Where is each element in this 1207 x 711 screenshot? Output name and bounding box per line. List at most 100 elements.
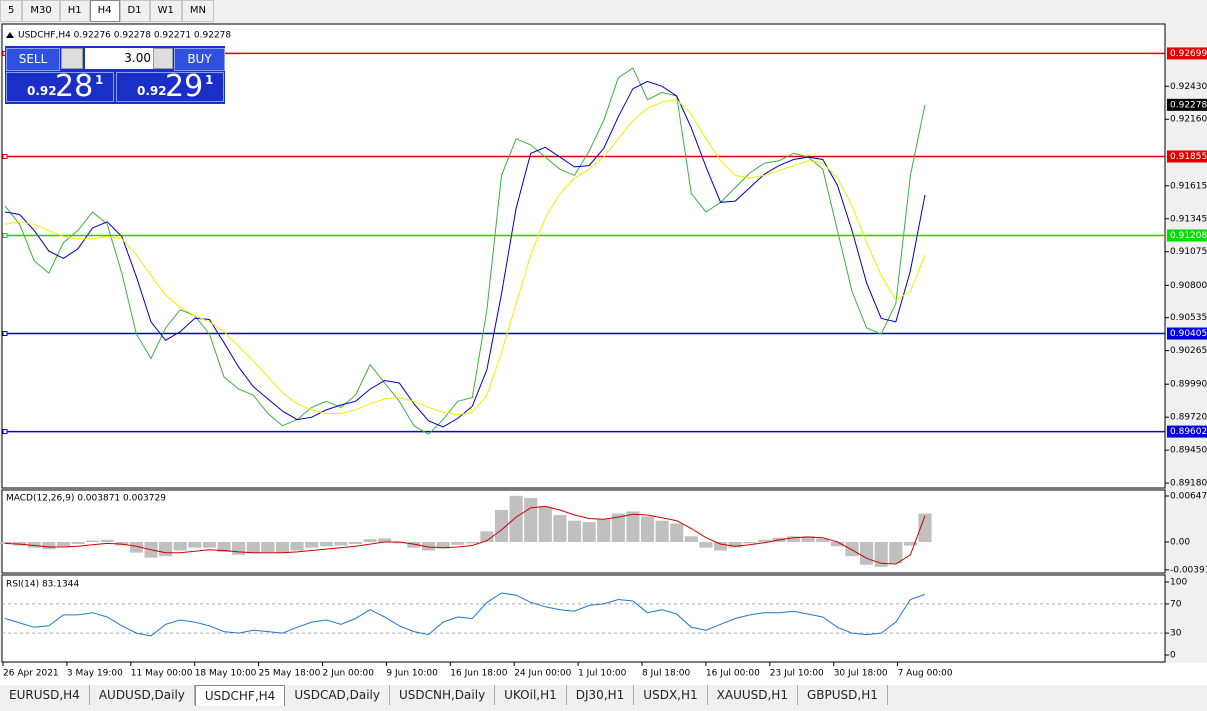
macd-bar bbox=[757, 539, 771, 542]
chart-tab[interactable]: AUDUSD,Daily bbox=[90, 685, 195, 705]
macd-bar bbox=[275, 541, 290, 553]
sell-button[interactable]: SELL bbox=[6, 48, 60, 71]
level-handle bbox=[2, 232, 8, 238]
macd-bar bbox=[305, 541, 319, 548]
timeframe-button[interactable]: W1 bbox=[149, 0, 182, 22]
macd-bar bbox=[421, 541, 436, 551]
level-label-bg bbox=[1167, 229, 1207, 242]
macd-bar bbox=[173, 541, 187, 551]
macd-bar bbox=[743, 541, 757, 544]
y-tick-label: 0.92430 bbox=[1170, 82, 1207, 92]
timeframe-button[interactable]: M30 bbox=[22, 0, 60, 22]
buy-price[interactable]: 0.92 29 1 bbox=[116, 69, 224, 104]
lot-up[interactable] bbox=[153, 48, 173, 69]
time-label: 23 Jul 10:00 bbox=[770, 669, 824, 679]
sell-price[interactable]: 0.92 28 1 bbox=[6, 69, 114, 104]
price-pips: 28 bbox=[55, 69, 94, 104]
macd-bar bbox=[801, 536, 815, 542]
price-line bbox=[4, 80, 926, 428]
lot-down[interactable] bbox=[61, 48, 83, 69]
chart-tab[interactable]: USDCAD,Daily bbox=[285, 685, 390, 705]
chart-tab[interactable]: GBPUSD,H1 bbox=[798, 685, 888, 705]
price-fraction: 1 bbox=[95, 73, 104, 87]
time-axis bbox=[0, 663, 1207, 685]
time-label: 8 Jul 18:00 bbox=[642, 669, 691, 679]
time-label: 1 Jul 10:00 bbox=[578, 669, 627, 679]
chart-tab[interactable]: USDCNH,Daily bbox=[390, 685, 496, 705]
macd-bar bbox=[363, 539, 377, 542]
time-label: 2 Jun 00:00 bbox=[323, 669, 375, 679]
price-big: 0.92 bbox=[137, 84, 167, 98]
chart-tab[interactable]: EURUSD,H4 bbox=[0, 685, 90, 705]
macd-bar bbox=[582, 522, 596, 542]
timeframe-button[interactable]: 5 bbox=[0, 0, 23, 22]
macd-bar bbox=[845, 541, 859, 557]
chart-tab[interactable]: UKOil,H1 bbox=[495, 685, 567, 705]
y-tick-label: 0.89450 bbox=[1170, 446, 1207, 456]
macd-bar bbox=[290, 541, 304, 551]
level-handle bbox=[2, 429, 8, 435]
timeframe-button[interactable]: D1 bbox=[119, 0, 150, 22]
chart-tab[interactable]: USDX,H1 bbox=[634, 685, 708, 705]
level-label: 0.92699 bbox=[1170, 49, 1207, 59]
macd-bar bbox=[159, 541, 173, 557]
level-label: 0.89602 bbox=[1170, 427, 1207, 437]
level-label: 0.90405 bbox=[1170, 329, 1207, 339]
time-label: 7 Aug 00:00 bbox=[898, 669, 953, 679]
time-label: 3 May 19:00 bbox=[67, 669, 123, 679]
y-tick-label: 0.89180 bbox=[1170, 479, 1207, 489]
macd-bar bbox=[86, 540, 100, 542]
macd-bar bbox=[640, 516, 655, 542]
y-tick-label: 0.91615 bbox=[1170, 181, 1207, 191]
macd-bar bbox=[232, 541, 246, 555]
y-tick-label: 70 bbox=[1170, 599, 1182, 609]
current-price: 0.92278 bbox=[1170, 100, 1207, 110]
y-tick-label: 0.00647 bbox=[1170, 491, 1207, 501]
buy-button[interactable]: BUY bbox=[174, 48, 225, 71]
chart-tab[interactable]: XAUUSD,H1 bbox=[708, 685, 798, 705]
macd-bar bbox=[27, 541, 41, 548]
macd-bar bbox=[188, 541, 202, 548]
macd-bar bbox=[334, 541, 348, 546]
macd-bar bbox=[860, 541, 874, 565]
macd-bar bbox=[509, 495, 523, 542]
macd-bar bbox=[480, 531, 494, 542]
time-label: 18 May 10:00 bbox=[195, 669, 257, 679]
y-tick-label: 30 bbox=[1170, 629, 1182, 639]
timeframe-button[interactable]: H4 bbox=[89, 0, 120, 22]
macd-bar bbox=[494, 509, 509, 542]
y-tick-label: 0.90800 bbox=[1170, 281, 1207, 291]
macd-bar bbox=[684, 536, 698, 542]
macd-bar bbox=[670, 523, 684, 542]
time-label: 25 May 18:00 bbox=[259, 669, 321, 679]
y-tick-label: 0 bbox=[1170, 650, 1176, 660]
timeframe-toolbar: 5 M30 H1 H4 D1 W1 MN bbox=[0, 0, 214, 22]
price-line bbox=[4, 99, 926, 416]
lot-input[interactable]: 3.00 bbox=[85, 48, 153, 69]
y-tick-label: 0.90265 bbox=[1170, 346, 1207, 356]
macd-bar bbox=[378, 538, 392, 542]
macd-bar bbox=[538, 506, 552, 542]
macd-bar bbox=[611, 513, 625, 542]
time-label: 26 Apr 2021 bbox=[3, 669, 59, 679]
one-click-trading: SELL 3.00 BUY 0.92 28 1 0.92 29 1 bbox=[5, 46, 225, 104]
macd-bar bbox=[874, 541, 888, 567]
y-tick-label: 0.00 bbox=[1170, 537, 1190, 547]
collapse-arrow[interactable] bbox=[6, 32, 14, 38]
timeframe-button[interactable]: H1 bbox=[59, 0, 90, 22]
timeframe-button[interactable]: MN bbox=[181, 0, 214, 22]
macd-bar bbox=[261, 541, 275, 552]
rsi-panel bbox=[1, 574, 1166, 663]
macd-bar bbox=[319, 541, 333, 547]
time-label: 11 May 00:00 bbox=[131, 669, 193, 679]
macd-bar bbox=[830, 541, 844, 547]
macd-bar bbox=[100, 539, 114, 542]
macd-bar bbox=[202, 541, 217, 548]
chart-tab[interactable]: DJ30,H1 bbox=[567, 685, 635, 705]
macd-bar bbox=[348, 541, 363, 545]
time-label: 24 Jun 00:00 bbox=[514, 669, 571, 679]
macd-bar bbox=[56, 541, 70, 547]
chart-tab[interactable]: USDCHF,H4 bbox=[194, 685, 286, 706]
price-big: 0.92 bbox=[27, 84, 57, 98]
macd-bar bbox=[567, 520, 582, 542]
